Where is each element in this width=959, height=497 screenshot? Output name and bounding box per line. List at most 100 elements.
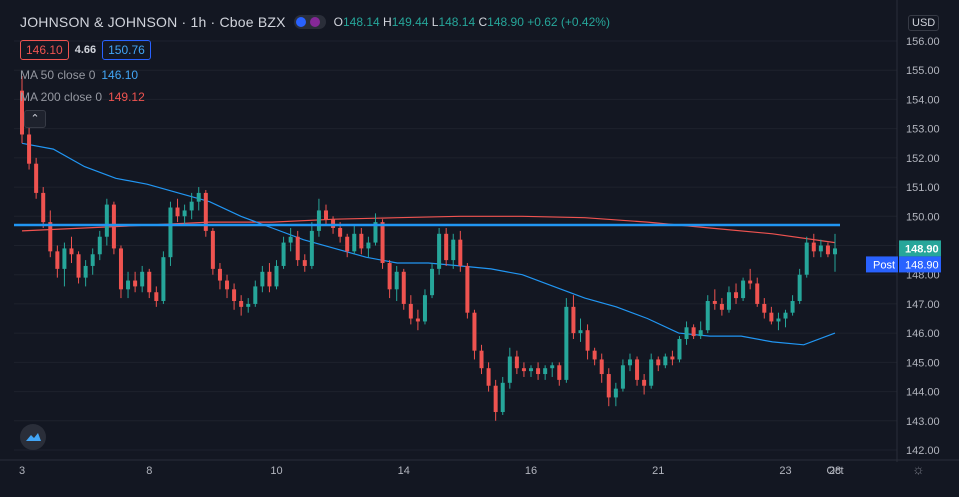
candle-body <box>196 192 201 202</box>
ma200-line <box>21 215 836 244</box>
candle-body <box>578 330 583 334</box>
candle-body <box>232 289 237 302</box>
candle-body <box>762 303 767 313</box>
candle-body <box>415 318 420 322</box>
candle-body <box>557 365 562 380</box>
candle-body <box>126 280 131 290</box>
candle-body <box>253 286 258 304</box>
candle-body <box>401 271 406 304</box>
candle-body <box>380 222 385 264</box>
candle-body <box>465 265 470 313</box>
candle-body <box>338 227 343 237</box>
chevron-up-icon[interactable]: ⌃ <box>24 110 46 128</box>
candle-body <box>217 268 222 281</box>
candle-body <box>536 368 541 375</box>
candle-body <box>76 254 81 278</box>
candle-body <box>670 356 675 360</box>
candle-body <box>472 312 477 351</box>
candle-body <box>140 271 145 287</box>
candle-body <box>811 242 816 252</box>
candle-body <box>705 301 710 331</box>
currency-label[interactable]: USD <box>908 15 940 31</box>
candle-body <box>373 222 378 243</box>
price-tick-label: 148.00 <box>906 270 940 282</box>
price-tick-label: 142.00 <box>906 445 940 457</box>
candle-body <box>281 242 286 266</box>
symbol-title[interactable]: JOHNSON & JOHNSON · 1h · Cboe BZX <box>20 14 286 30</box>
candle-body <box>267 271 272 287</box>
candle-body <box>34 163 39 193</box>
candle-body <box>62 248 67 269</box>
ma200-path <box>21 215 836 244</box>
candle-body <box>529 368 534 372</box>
candle-body <box>691 327 696 337</box>
change-value: +0.62 (+0.42%) <box>527 15 610 29</box>
ma50-path <box>21 142 836 346</box>
candle-body <box>323 210 328 220</box>
candle-body <box>550 365 555 369</box>
candle-body <box>203 192 208 231</box>
spread-value: 4.66 <box>74 44 97 56</box>
bid-button[interactable]: 146.10 <box>20 40 69 60</box>
ma200-legend[interactable]: MA 200 close 0 149.12 <box>20 90 145 104</box>
candle-body <box>656 359 661 366</box>
candle-body <box>642 379 647 386</box>
candle-body <box>684 327 689 339</box>
candle-body <box>154 292 159 302</box>
candle-body <box>161 257 166 302</box>
candles <box>20 76 837 421</box>
candle-body <box>833 248 837 255</box>
candle-body <box>246 303 251 307</box>
time-tick-label: 14 <box>398 465 410 477</box>
candle-body <box>182 210 187 217</box>
tradingview-logo-icon[interactable] <box>20 424 46 450</box>
price-tick-label: 154.00 <box>906 94 940 106</box>
candle-body <box>804 242 809 275</box>
ask-button[interactable]: 150.76 <box>102 40 151 60</box>
candle-body <box>295 236 300 261</box>
ma50-legend[interactable]: MA 50 close 0 146.10 <box>20 68 139 82</box>
candle-body <box>366 242 371 249</box>
settings-gear-icon[interactable]: ☼ <box>912 461 925 477</box>
candle-body <box>564 306 569 380</box>
candle-body <box>437 233 442 269</box>
post-label: Post <box>873 259 895 271</box>
candle-body <box>818 245 823 252</box>
candle-body <box>175 207 180 217</box>
candle-body <box>104 204 109 237</box>
candle-body <box>444 233 449 261</box>
time-tick-label: 10 <box>270 465 282 477</box>
candle-body <box>83 265 88 278</box>
price-tick-label: 155.00 <box>906 65 940 77</box>
candle-body <box>352 233 357 252</box>
candle-body <box>90 254 95 266</box>
candle-body <box>797 274 802 302</box>
time-tick-label: 23 <box>779 465 791 477</box>
price-tick-label: 144.00 <box>906 387 940 399</box>
candle-body <box>394 271 399 290</box>
candle-body <box>755 283 760 304</box>
candle-body <box>133 280 138 287</box>
ma50-line <box>21 142 836 346</box>
price-tick-label: 146.00 <box>906 328 940 340</box>
price-tick-label: 143.00 <box>906 416 940 428</box>
candle-body <box>698 330 703 337</box>
candle-body <box>387 263 392 290</box>
candle-body <box>189 201 194 211</box>
candle-body <box>783 312 788 319</box>
candle-body <box>225 280 230 290</box>
candle-body <box>741 280 746 299</box>
chart-grid <box>14 40 897 451</box>
candle-body <box>543 368 548 375</box>
candle-body <box>677 338 682 360</box>
post-price-label: 148.90 <box>905 259 939 271</box>
candle-body <box>302 260 307 266</box>
candle-body <box>500 382 505 413</box>
candle-body <box>571 306 576 334</box>
candle-body <box>111 204 116 249</box>
candle-body <box>790 301 795 313</box>
time-tick-label: 21 <box>652 465 664 477</box>
candle-body <box>748 280 753 284</box>
